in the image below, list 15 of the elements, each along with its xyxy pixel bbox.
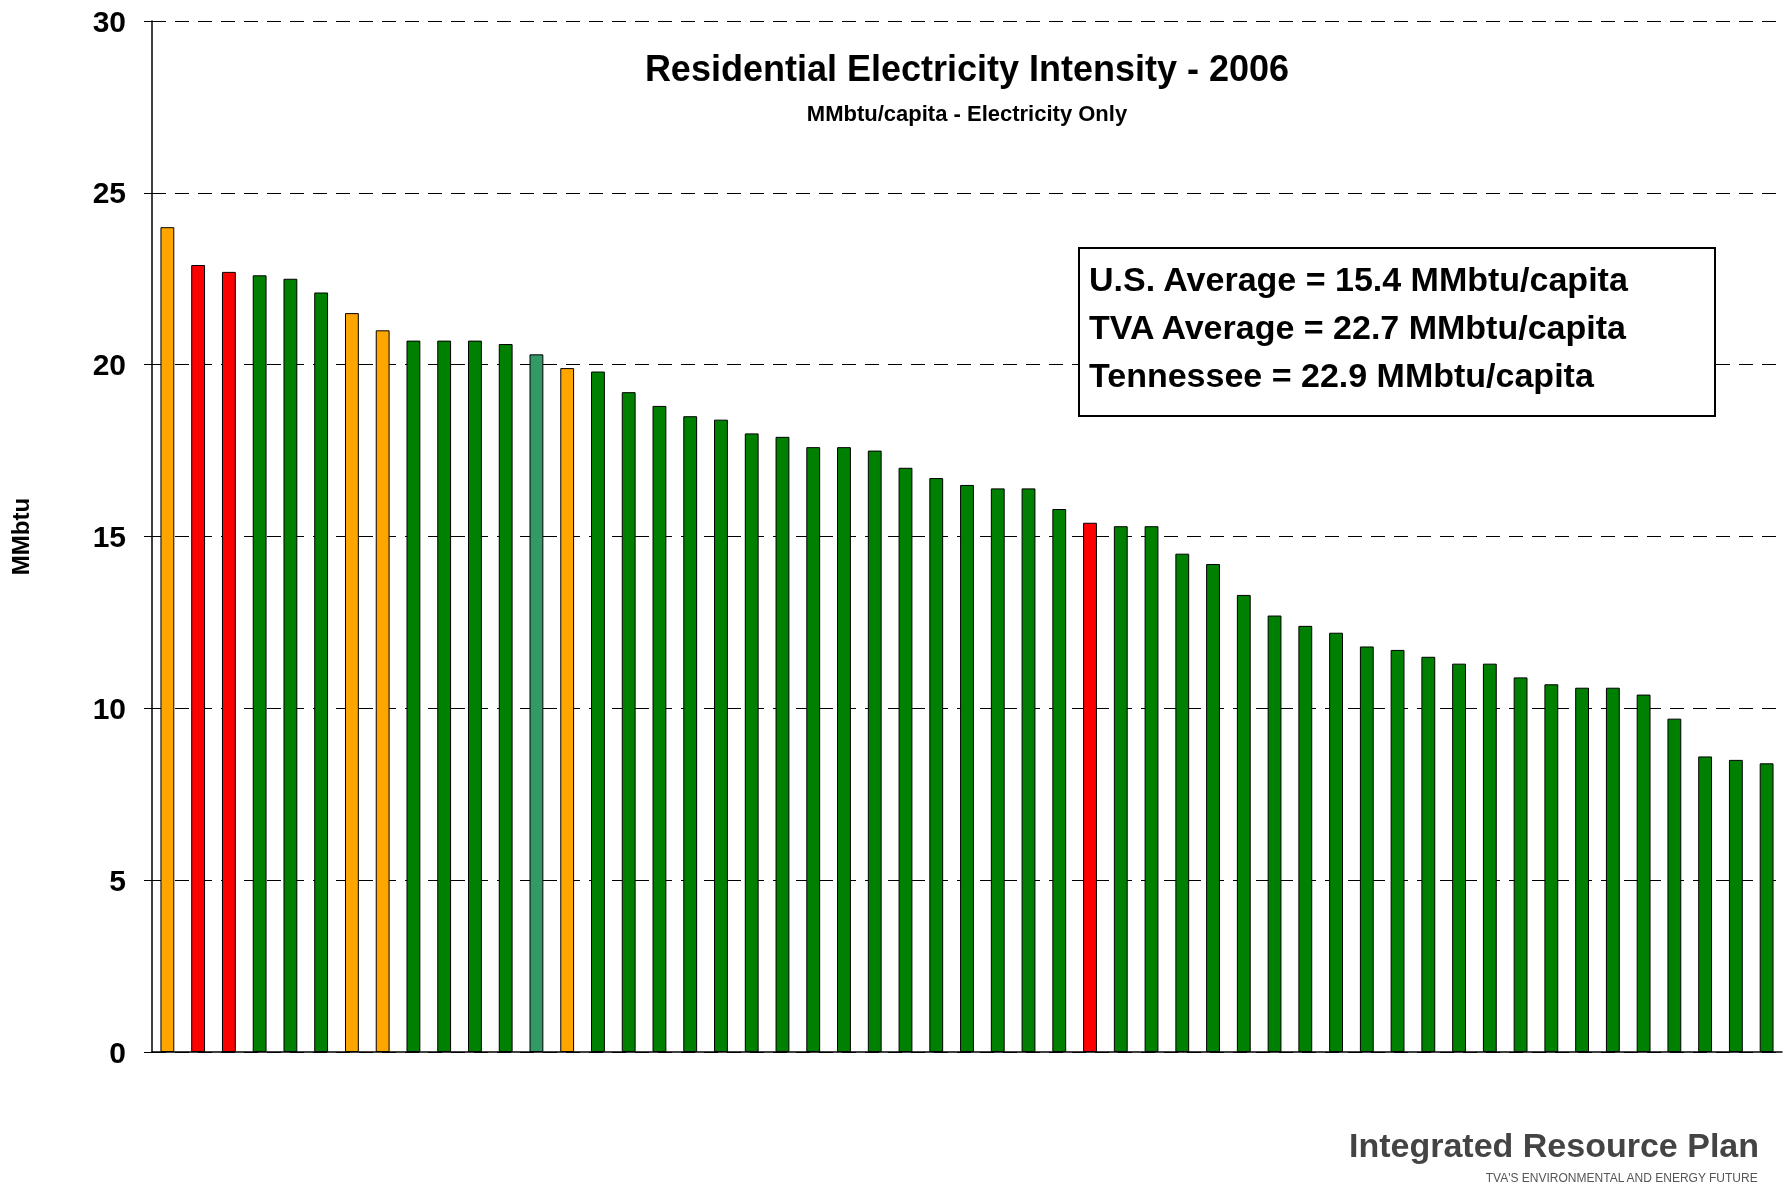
y-tick-label: 25 xyxy=(92,176,126,210)
annotation: U.S. Average = 15.4 MMbtu/capita xyxy=(1089,260,1629,298)
y-axis-title: MMbtu xyxy=(6,497,34,576)
text: Integrated Resource Plan xyxy=(1348,1126,1760,1164)
y-tick-label: 30 xyxy=(92,4,126,38)
y-tick-label: 0 xyxy=(109,1035,126,1069)
text: TVA'S ENVIRONMENTAL AND ENERGY FUTURE xyxy=(1485,1171,1758,1185)
annotation: Tennessee = 22.9 MMbtu/capita xyxy=(1089,356,1595,394)
text: MMbtu/capita - Electricity Only xyxy=(806,100,1128,126)
annotation: TVA Average = 22.7 MMbtu/capita xyxy=(1089,308,1627,346)
y-tick-label: 5 xyxy=(109,863,126,897)
y-tick-label: 10 xyxy=(92,691,126,725)
y-tick-label: 15 xyxy=(92,520,126,553)
text: Residential Electricity Intensity - 2006 xyxy=(644,47,1290,89)
y-tick-label: 20 xyxy=(92,348,126,382)
